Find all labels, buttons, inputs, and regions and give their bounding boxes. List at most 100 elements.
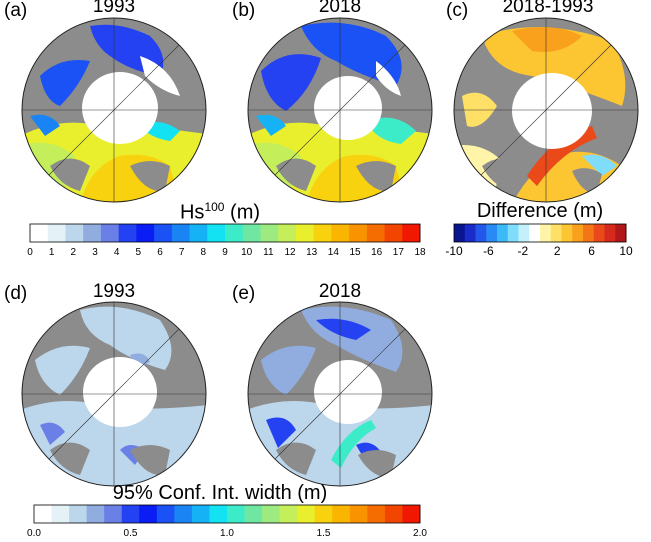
colorbar-hs-swatch [349, 224, 368, 242]
colorbar-hs-tick-label: 1 [49, 247, 55, 258]
panel-a-letter: (a) [4, 0, 28, 21]
colorbar-hs-swatch [30, 224, 49, 242]
colorbar-ci-swatch [209, 505, 228, 523]
panel-d-letter: (d) [4, 283, 28, 304]
panel-e-letter: (e) [232, 283, 256, 304]
colorbar-diff-tick-label: -10 [445, 244, 463, 258]
panel-c-title: 2018-1993 [502, 0, 594, 17]
colorbar-hs-swatch [295, 224, 315, 242]
colorbar-diff-swatch [550, 224, 562, 242]
panel-d-title: 1993 [92, 281, 136, 302]
colorbar-hs-swatch [171, 224, 190, 242]
colorbar-ci-tick-label: 1.5 [317, 528, 331, 539]
colorbar-ci-swatch [104, 505, 123, 523]
colorbar-hs-title-sup: 100 [204, 200, 225, 214]
colorbar-hs-tick-label: 7 [179, 247, 185, 258]
colorbar-diff-tick-label: 2 [554, 244, 561, 258]
colorbar-diff-swatch [593, 224, 605, 242]
panel-e-title: 2018 [318, 281, 362, 302]
colorbar-hs-title-main: Hs [179, 201, 205, 224]
colorbar-diff-tick-label: 6 [588, 244, 595, 258]
colorbar-ci-swatch [121, 505, 140, 523]
colorbar-diff-swatch [561, 224, 573, 242]
colorbar-diff-swatch [615, 224, 627, 242]
colorbar-diff-frame [453, 223, 627, 243]
map-panel-c [453, 17, 639, 203]
colorbar-hs-tick-label: 5 [136, 247, 142, 258]
colorbar-hs-tick-label: 6 [157, 247, 163, 258]
map-panel-b [247, 17, 433, 203]
colorbar-hs-swatch [207, 224, 226, 242]
colorbar-diff-swatch [583, 224, 595, 242]
colorbar-hs-title-unit: (m) [230, 201, 261, 224]
colorbar-ci-swatch [402, 505, 421, 523]
colorbar-ci-tick-label: 0.5 [124, 528, 138, 539]
colorbar-hs-frame [29, 223, 421, 243]
colorbar-diff-tick-label: -2 [517, 244, 528, 258]
colorbar-hs-tick-label: 4 [114, 247, 120, 258]
colorbar-hs-tick-label: 3 [92, 247, 98, 258]
panel-b-letter: (b) [232, 0, 256, 21]
colorbar-ci-swatch [156, 505, 175, 523]
colorbar-diff-swatch [529, 224, 541, 242]
colorbar-ci-swatch [244, 505, 263, 523]
colorbar-ci-title: 95% Conf. Int. width (m) [112, 482, 328, 504]
colorbar-hs-swatch [402, 224, 421, 242]
colorbar-hs-swatch [189, 224, 208, 242]
colorbar-ci-tick-label: 1.0 [220, 528, 234, 539]
colorbar-hs-title: Hs100 (m) [150, 200, 290, 225]
colorbar-hs-swatch [65, 224, 84, 242]
colorbar-diff-swatch [572, 224, 584, 242]
colorbar-hs-tick-label: 8 [201, 247, 207, 258]
colorbar-hs-tick-label: 17 [393, 247, 405, 258]
colorbar-ci-tick-label: 0.0 [27, 528, 41, 539]
colorbar-hs-tick-label: 11 [263, 247, 274, 258]
colorbar-hs-swatch [83, 224, 102, 242]
colorbar-ci: 0.0 0.5 1.0 1.5 2.0 [27, 504, 427, 539]
colorbar-diff-title: Difference (m) [476, 200, 604, 222]
colorbar-hs-tick-label: 16 [371, 247, 383, 258]
map-panel-d [21, 301, 207, 487]
colorbar-ci-swatch [139, 505, 158, 523]
colorbar-ci-frame [33, 504, 421, 524]
colorbar-hs-swatch [47, 224, 66, 242]
colorbar-hs-swatch [313, 224, 332, 242]
panel-b-title: 2018 [318, 0, 362, 17]
colorbar-diff-swatch [475, 224, 487, 242]
colorbar-hs-swatch [384, 224, 403, 242]
colorbar-ci-swatch [191, 505, 210, 523]
colorbar-diff-swatch [518, 224, 530, 242]
colorbar-diff-swatch [454, 224, 466, 242]
colorbar-ci-swatch [297, 505, 316, 523]
colorbar-hs-tick-label: 15 [349, 247, 361, 258]
colorbar-hs-swatch [100, 224, 120, 242]
colorbar-diff-swatch [540, 224, 552, 242]
colorbar-ci-swatch [262, 505, 281, 523]
colorbar-hs-swatch [260, 224, 279, 242]
colorbar-ci-swatch [34, 505, 52, 523]
colorbar-hs-tick-label: 13 [306, 247, 318, 258]
colorbar-hs-tick-label: 14 [328, 247, 340, 258]
colorbar-diff-swatch [507, 224, 519, 242]
colorbar-diff-swatch [604, 224, 616, 242]
colorbar-ci-swatch [174, 505, 193, 523]
colorbar-hs-swatch [331, 224, 350, 242]
colorbar-hs-tick-label: 9 [222, 247, 228, 258]
colorbar-hs-tick-label: 10 [241, 247, 253, 258]
colorbar-ci-swatch [227, 505, 245, 523]
colorbar-ci-swatch [314, 505, 333, 523]
colorbar-ci-swatch [367, 505, 386, 523]
colorbar-hs-swatch [118, 224, 137, 242]
colorbar-hs-tick-label: 18 [414, 247, 426, 258]
colorbar-hs-tick-label: 0 [27, 247, 33, 258]
colorbar-diff-swatch [464, 224, 476, 242]
colorbar-ci-tick-label: 2.0 [413, 528, 427, 539]
colorbar-hs-swatch [242, 224, 261, 242]
colorbar-ci-swatch [86, 505, 105, 523]
colorbar-ci-swatch [349, 505, 368, 523]
colorbar-ci-swatch [332, 505, 351, 523]
colorbar-hs: 0 1 2 3 4 5 6 7 8 9 10 11 12 13 14 15 16 17 18 [27, 223, 426, 258]
colorbar-diff: -10 -6 -2 2 6 10 [445, 223, 633, 258]
colorbar-hs-swatch [154, 224, 173, 242]
colorbar-ci-swatch [384, 505, 403, 523]
